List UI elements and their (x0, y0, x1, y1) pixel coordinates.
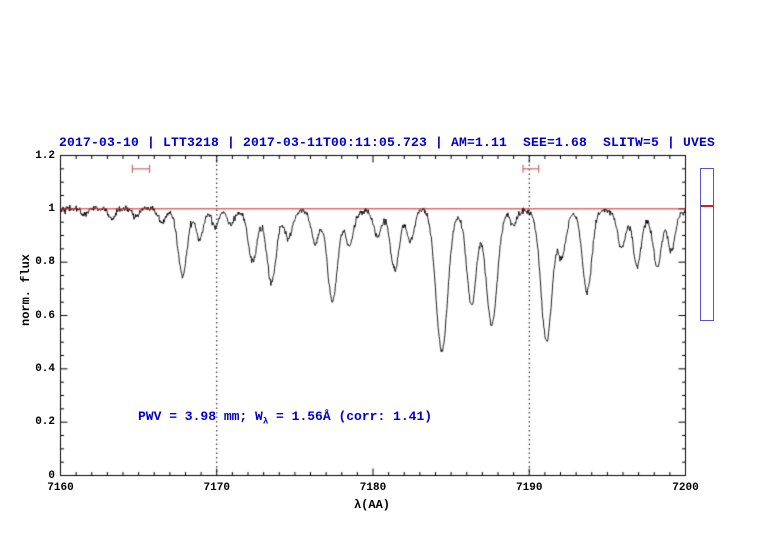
pwv-annotation-prefix: PWV = 3.98 mm; W (138, 409, 263, 424)
y-tick-label: 0 (48, 469, 55, 482)
y-tick-label: 0.6 (35, 309, 55, 322)
x-tick-label: 7200 (672, 482, 699, 494)
pwv-annotation-suffix: = 1.56Å (corr: 1.41) (268, 409, 433, 424)
x-tick-label: 7160 (47, 482, 74, 494)
y-tick-label: 1 (48, 202, 55, 215)
side-scale-marker (701, 205, 713, 207)
side-scale-indicator (700, 168, 714, 321)
y-tick-label: 1.2 (35, 149, 55, 162)
pwv-annotation: PWV = 3.98 mm; Wλ = 1.56Å (corr: 1.41) (138, 409, 432, 427)
x-tick-label: 7170 (203, 482, 230, 494)
y-tick-label: 0.2 (35, 416, 55, 429)
y-tick-label: 0.4 (35, 362, 55, 375)
x-tick-label: 7180 (359, 482, 387, 494)
x-tick-label: 7190 (516, 482, 543, 494)
plot-title: 2017-03-10 | LTT3218 | 2017-03-11T00:11:… (58, 135, 716, 150)
x-axis-label: λ(AA) (353, 498, 390, 512)
y-tick-label: 0.8 (35, 256, 55, 269)
pwv-annotation-subscript: λ (262, 416, 269, 427)
